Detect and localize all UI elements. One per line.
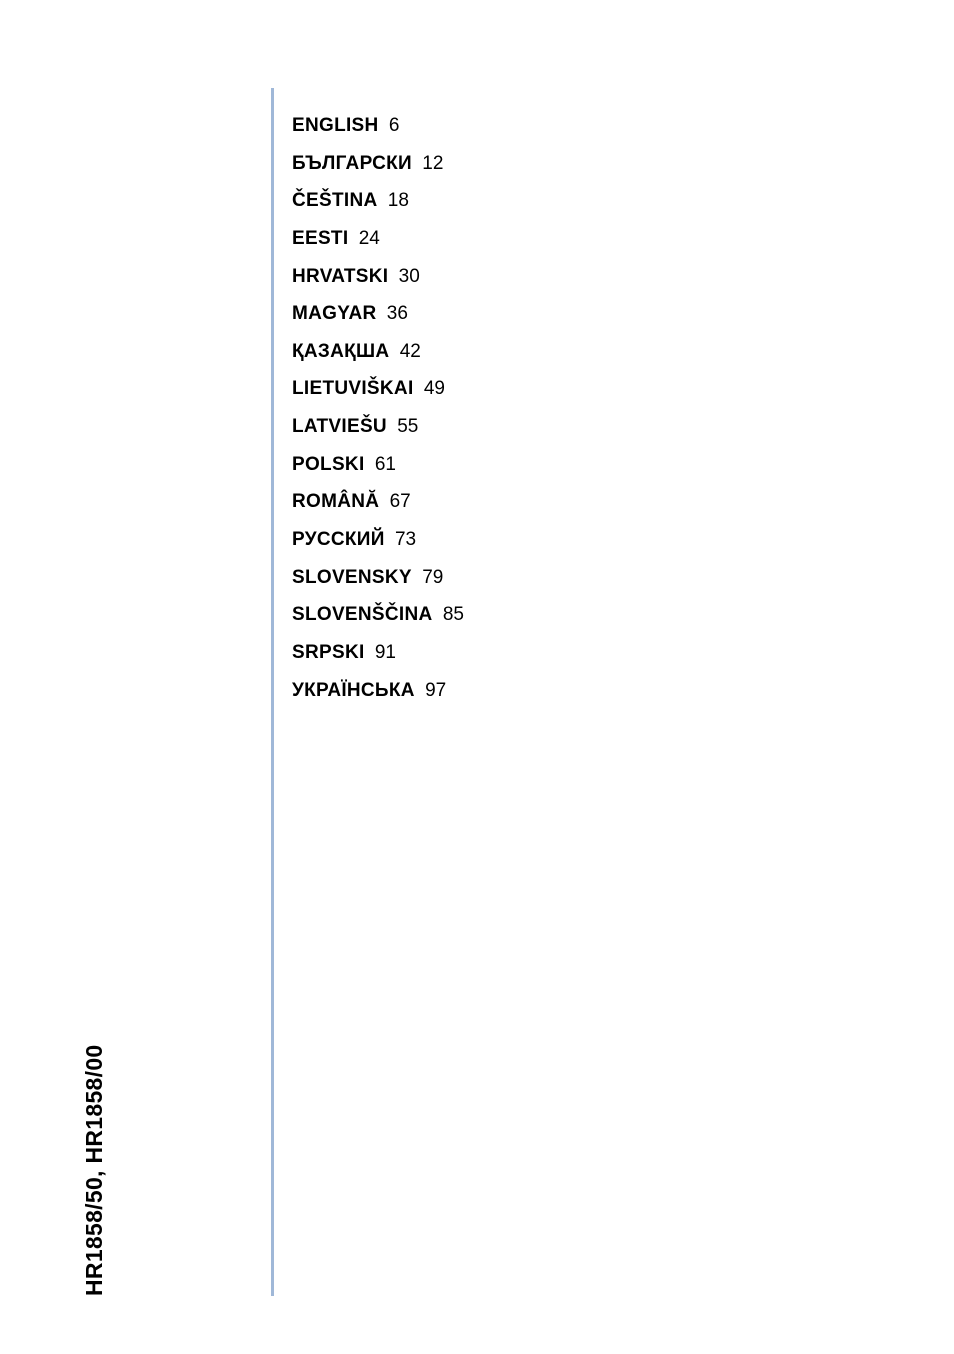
language-page: 61 [375,454,396,475]
language-name: POLSKI [292,454,365,475]
language-page: 6 [389,115,400,136]
language-row: SLOVENŠČINA 85 [292,602,464,628]
model-code: HR1858/50, HR1858/00 [81,1045,108,1297]
language-row: LIETUVIŠKAI 49 [292,376,464,402]
language-name: EESTI [292,228,348,249]
language-page: 24 [359,228,380,249]
language-row: РУССКИЙ 73 [292,527,464,553]
language-row: ČEŠTINA 18 [292,188,464,214]
language-row: HRVATSKI 30 [292,264,464,290]
language-name: SRPSKI [292,642,365,663]
language-page: 97 [425,680,446,701]
language-name: MAGYAR [292,303,377,324]
language-list: ENGLISH 6 БЪЛГАРСКИ 12 ČEŠTINA 18 EESTI 24 H… [292,113,464,715]
language-page: 85 [443,604,464,625]
language-row: EESTI 24 [292,226,464,252]
language-page: 36 [387,303,408,324]
language-name: HRVATSKI [292,266,388,287]
language-row: УКРАЇНСЬКА 97 [292,678,464,704]
language-row: БЪЛГАРСКИ 12 [292,151,464,177]
language-row: SLOVENSKY 79 [292,565,464,591]
language-page: 73 [395,529,416,550]
language-row: ROMÂNĂ 67 [292,489,464,515]
language-page: 79 [422,567,443,588]
language-row: LATVIEŠU 55 [292,414,464,440]
language-row: ENGLISH 6 [292,113,464,139]
language-name: ENGLISH [292,115,379,136]
language-row: MAGYAR 36 [292,301,464,327]
language-name: SLOVENŠČINA [292,604,433,625]
language-row: SRPSKI 91 [292,640,464,666]
language-page: 67 [390,491,411,512]
language-name: РУССКИЙ [292,529,385,550]
language-name: LATVIEŠU [292,416,387,437]
vertical-divider [271,88,274,1296]
language-page: 49 [424,378,445,399]
language-page: 30 [399,266,420,287]
language-page: 55 [397,416,418,437]
language-page: 91 [375,642,396,663]
language-name: ҚАЗАҚША [292,341,389,362]
language-name: ČEŠTINA [292,190,378,211]
language-name: ROMÂNĂ [292,491,379,512]
language-name: БЪЛГАРСКИ [292,153,412,174]
language-page: 12 [422,153,443,174]
language-row: POLSKI 61 [292,452,464,478]
language-name: УКРАЇНСЬКА [292,680,415,701]
language-page: 18 [388,190,409,211]
language-row: ҚАЗАҚША 42 [292,339,464,365]
language-page: 42 [400,341,421,362]
language-name: LIETUVIŠKAI [292,378,414,399]
language-name: SLOVENSKY [292,567,412,588]
